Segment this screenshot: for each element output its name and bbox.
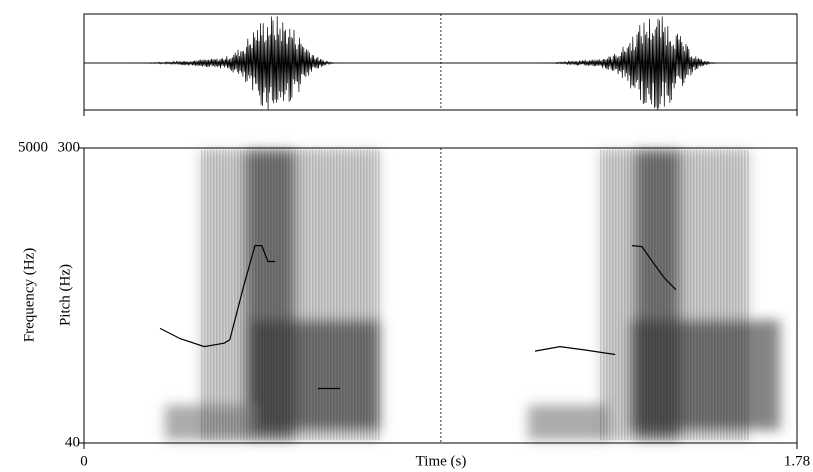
y2-tick-label: 300 — [58, 139, 81, 155]
x-axis-label: Time (s) — [416, 453, 467, 469]
y-axis-label: Frequency (Hz) — [21, 248, 37, 343]
waveform — [84, 16, 797, 111]
waveform-frame — [83, 13, 798, 111]
x-tick-label: 1.78 — [784, 453, 810, 469]
x-tick-label: 0 — [80, 453, 88, 469]
y2-tick-label: 40 — [65, 434, 80, 450]
y-tick-label: 5000 — [18, 139, 48, 155]
spectrogram-image — [165, 150, 780, 440]
pitch-line — [159, 245, 677, 390]
y2-axis-label: Pitch (Hz) — [57, 264, 73, 326]
spectrogram-frame — [83, 147, 798, 444]
